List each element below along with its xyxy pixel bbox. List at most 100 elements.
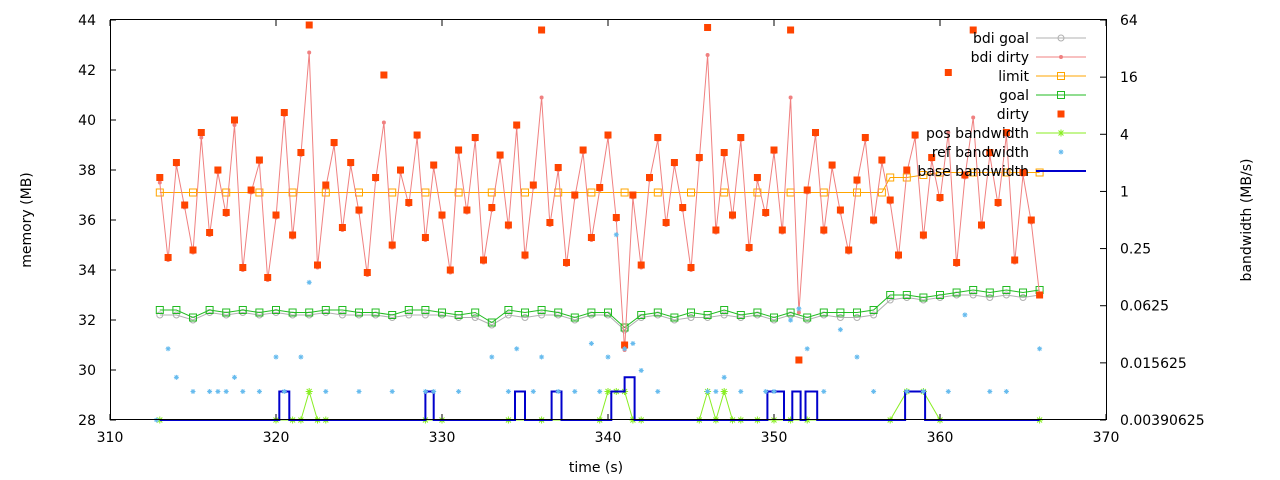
y2-axis-title: bandwidth (MB/s): [1239, 159, 1255, 282]
goal-point: [670, 313, 679, 322]
dirty-point: [795, 356, 803, 364]
dirty-point: [944, 69, 952, 76]
dirty-point: [604, 131, 612, 139]
limit-point: [1002, 168, 1011, 177]
ref-bandwidth-point: [539, 354, 545, 360]
x-tick-label: 350: [761, 430, 788, 446]
goal-point: [554, 308, 563, 317]
dirty-point: [886, 196, 894, 204]
dirty-point: [388, 241, 396, 249]
dirty-point: [936, 194, 944, 201]
bdi-dirty-point: [381, 120, 386, 125]
dirty-point: [679, 204, 687, 211]
dirty-point: [197, 129, 205, 136]
series-base-bandwidth: [159, 376, 1040, 421]
dirty-point: [496, 151, 504, 159]
ref-bandwidth-point: [871, 388, 877, 394]
ref-bandwidth-point: [190, 388, 196, 394]
goal-point: [1019, 288, 1027, 297]
goal-point: [471, 308, 480, 317]
dirty-point: [745, 244, 753, 251]
goal-point: [338, 306, 347, 314]
y2-tick-label: 4: [1120, 127, 1129, 143]
limit-point: [919, 171, 928, 179]
goal-point: [836, 308, 845, 317]
limit-point: [969, 168, 978, 177]
legend-bdi-goal-point: [1057, 34, 1065, 42]
dirty-point: [305, 21, 313, 29]
ref-bandwidth-point: [705, 388, 711, 394]
goal-point: [272, 306, 280, 314]
x-tick-label: 310: [97, 430, 124, 446]
goal-point: [189, 313, 197, 322]
limit-point: [255, 188, 264, 197]
goal-point: [521, 308, 529, 317]
dirty-point: [504, 221, 512, 229]
limit-point: [1035, 168, 1044, 177]
ref-bandwidth-point: [215, 388, 221, 394]
y2-tick-label: 64: [1120, 13, 1138, 29]
ref-bandwidth-point: [837, 327, 843, 333]
limit-point: [753, 188, 762, 197]
dirty-point: [338, 224, 346, 231]
ref-bandwidth-point: [738, 388, 744, 394]
goal-point: [570, 313, 579, 322]
legend-label-limit: limit: [998, 69, 1029, 85]
limit-point: [587, 188, 596, 197]
limit-point: [454, 188, 463, 197]
goal-point: [919, 293, 928, 302]
y-tick-label: 34: [78, 263, 96, 279]
limit-point: [620, 188, 629, 197]
ref-bandwidth-point: [389, 388, 395, 394]
goal-point: [736, 311, 745, 319]
bdi-dirty-point: [539, 95, 544, 100]
bdi-goal-point: [687, 314, 695, 321]
goal-point: [703, 311, 712, 319]
dirty-point: [861, 134, 869, 141]
legend-label-base-bandwidth: base bandwidth: [917, 164, 1029, 180]
dirty-point: [704, 24, 712, 31]
dirty-point: [471, 134, 479, 141]
goal-point: [936, 291, 944, 299]
dirty-point: [853, 176, 861, 184]
bdi-dirty-point: [796, 310, 801, 315]
dirty-point: [372, 174, 380, 181]
ref-bandwidth-point: [962, 312, 968, 318]
ref-bandwidth-point: [630, 340, 636, 346]
goal-point: [255, 308, 264, 317]
series-goal: [155, 286, 1044, 332]
ref-bandwidth-point: [356, 388, 362, 394]
ref-bandwidth-point: [298, 354, 304, 360]
bdi-goal-point: [471, 314, 479, 321]
dirty-point: [156, 174, 164, 181]
goal-point: [238, 306, 247, 314]
legend-dirty-point: [1057, 110, 1065, 118]
dirty-point: [463, 206, 471, 214]
goal-point: [537, 306, 546, 314]
dirty-point: [206, 229, 214, 236]
dirty-point: [347, 159, 355, 166]
y2-tick-label: 0.00390625: [1120, 413, 1205, 429]
ref-bandwidth-point: [306, 279, 312, 285]
goal-point: [853, 308, 861, 317]
dirty-point: [172, 159, 180, 166]
goal-point: [222, 308, 231, 317]
bdi-goal-point: [172, 311, 180, 319]
dirty-point: [753, 174, 761, 181]
dirty-point: [870, 216, 878, 224]
y-tick-label: 44: [78, 13, 96, 29]
goal-point: [321, 306, 330, 314]
dirty-point: [297, 149, 305, 156]
dirty-point: [513, 121, 521, 129]
goal-point: [388, 311, 397, 319]
bdi-goal-point: [504, 311, 512, 319]
goal-point: [454, 311, 463, 319]
goal-point: [786, 308, 795, 317]
dirty-point: [621, 341, 629, 349]
dirty-point: [554, 164, 562, 171]
dirty-point: [571, 191, 579, 199]
ref-bandwidth-point: [588, 340, 594, 346]
y2-tick-label: 0.25: [1120, 242, 1151, 258]
goal-point: [155, 306, 164, 314]
ref-bandwidth-point: [613, 232, 619, 238]
